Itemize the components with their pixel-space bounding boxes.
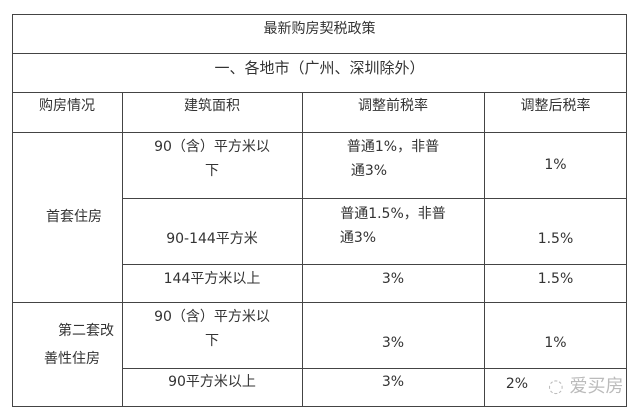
header-purchase-type: 购房情况	[39, 98, 95, 114]
group-label-first-home: 首套住房	[46, 209, 102, 225]
area-text: 下	[205, 163, 219, 179]
divider	[122, 264, 627, 265]
area-text: 144平方米以上	[163, 271, 261, 287]
header-rate-before: 调整前税率	[358, 98, 428, 114]
table-row-area: 90（含）平方米以下	[122, 302, 302, 356]
area-text: 90（含）平方米以	[154, 309, 270, 325]
divider	[484, 92, 485, 407]
divider	[122, 198, 627, 199]
rate-before: 3%	[381, 374, 405, 390]
label-line: 第二套改	[58, 323, 114, 339]
rate-before: 3%	[381, 271, 405, 287]
rate-text: 通3%	[350, 163, 388, 179]
divider	[302, 92, 303, 407]
wechat-icon: ◌	[548, 376, 564, 397]
rate-after: 1.5%	[537, 231, 574, 247]
area-text: 90-144平方米	[166, 231, 258, 247]
rate-text: 通3%	[339, 230, 377, 246]
divider	[12, 132, 627, 133]
rate-text: 普通1%，非普	[346, 139, 440, 155]
header-rate-after: 调整后税率	[520, 98, 591, 114]
rate-text: 普通1.5%，非普	[340, 206, 446, 222]
table-subtitle: 一、各地市（广州、深圳除外）	[214, 59, 425, 77]
rate-after: 1%	[544, 335, 567, 351]
area-text: 90平方米以上	[168, 374, 256, 390]
divider	[122, 92, 123, 407]
table-row-area: 90（含）平方米以下	[122, 132, 302, 186]
table-row-before: 普通1%，非普通3%	[302, 132, 484, 186]
area-text: 下	[205, 333, 219, 349]
watermark: ◌ 爱买房	[548, 373, 623, 401]
header-floor-area: 建筑面积	[184, 98, 240, 114]
label-line: 善性住房	[44, 351, 100, 367]
rate-after: 1%	[544, 157, 567, 173]
table-title: 最新购房契税政策	[263, 21, 376, 37]
rate-after: 1.5%	[537, 271, 574, 287]
table-row-before: 普通1.5%，非普 通3%	[302, 198, 484, 254]
rate-after: 2%	[505, 376, 529, 392]
divider	[122, 368, 627, 369]
group-label-second-home: 第二套改善性住房	[12, 315, 122, 375]
tax-policy-table	[12, 14, 627, 407]
rate-before: 3%	[381, 335, 405, 351]
divider	[12, 53, 627, 54]
divider	[12, 302, 627, 303]
area-text: 90（含）平方米以	[154, 139, 270, 155]
watermark-text: 爱买房	[569, 376, 624, 397]
divider	[12, 92, 627, 93]
